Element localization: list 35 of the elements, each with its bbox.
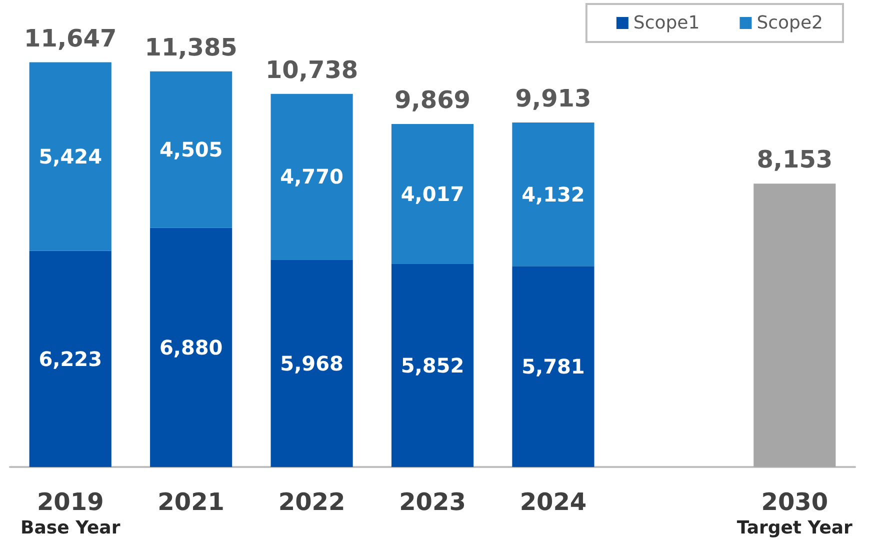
data-label: 8,153 (756, 146, 833, 174)
x-tick-label: 2023 (399, 488, 466, 516)
data-label: 5,852 (400, 353, 464, 378)
data-label: 6,223 (38, 346, 102, 371)
bar (270, 260, 353, 467)
bar (150, 71, 232, 228)
legend-label: Scope2 (756, 12, 824, 34)
x-tick-label: 2030 Target Year (736, 488, 853, 538)
total-label: 9,869 (394, 86, 470, 114)
x-tick-label: 2021 (158, 488, 224, 516)
x-tick-label: 2022 (278, 488, 346, 516)
bar (512, 122, 594, 266)
legend-label: Scope1 (633, 12, 700, 34)
data-label: 6,880 (159, 335, 223, 360)
bar (29, 62, 112, 251)
data-label: 4,770 (280, 164, 344, 189)
x-tick-label: 2019 Base Year (20, 488, 120, 538)
bar (391, 124, 474, 264)
bar (512, 266, 594, 467)
bar (270, 94, 353, 260)
bar (754, 184, 836, 467)
total-label: 9,913 (515, 84, 592, 113)
data-label: 4,017 (400, 182, 464, 206)
bar (391, 264, 474, 467)
data-label: 5,781 (522, 354, 585, 379)
bar (150, 228, 232, 467)
data-label: 4,132 (522, 182, 585, 206)
bar (29, 250, 112, 467)
data-label: 4,505 (159, 138, 223, 162)
total-label: 10,738 (265, 56, 358, 84)
x-tick-label: 2024 (520, 488, 587, 516)
data-label: 5,424 (38, 144, 102, 169)
total-label: 11,647 (24, 24, 117, 52)
total-label: 11,385 (144, 33, 238, 62)
data-label: 5,968 (280, 351, 344, 376)
